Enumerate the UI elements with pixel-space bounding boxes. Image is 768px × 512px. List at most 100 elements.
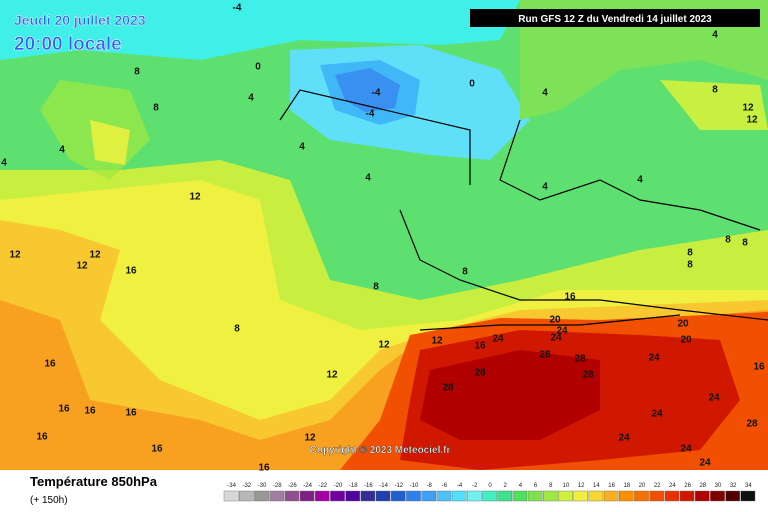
scale-tick-label: -24 <box>303 483 312 489</box>
contour-label: 12 <box>431 336 443 347</box>
scale-tick-label: 4 <box>519 483 523 489</box>
scale-swatch <box>345 490 361 502</box>
scale-tick-label: 8 <box>549 483 553 489</box>
scale-swatch <box>740 490 756 502</box>
scale-swatch <box>603 490 619 502</box>
contour-label: 8 <box>725 235 731 246</box>
scale-swatch <box>391 490 406 502</box>
contour-label: 16 <box>151 444 163 455</box>
contour-label: 0 <box>469 79 475 90</box>
contour-label: -4 <box>366 109 375 120</box>
scale-tick-label: 22 <box>654 483 661 489</box>
scale-tick-label: 26 <box>684 483 691 489</box>
contour-label: 24 <box>618 433 630 444</box>
contour-label: 28 <box>442 383 454 394</box>
scale-tick-label: 12 <box>578 483 585 489</box>
scale-tick-label: 18 <box>623 483 630 489</box>
contour-label: 16 <box>753 362 765 373</box>
scale-swatch <box>436 490 452 502</box>
scale-tick-label: 0 <box>488 483 492 489</box>
contour-label: 8 <box>373 282 379 293</box>
scale-swatch <box>664 490 680 502</box>
scale-swatch <box>330 490 345 502</box>
contour-label: 28 <box>746 419 758 430</box>
scale-tick-label: -28 <box>273 483 282 489</box>
contour-label: 0 <box>255 62 261 73</box>
scale-tick-label: -12 <box>394 483 403 489</box>
scale-swatch <box>299 490 315 502</box>
contour-label: 20 <box>549 315 561 326</box>
contour-label: 24 <box>699 458 711 469</box>
contour-label: 16 <box>125 408 137 419</box>
contour-label: 12 <box>742 103 754 114</box>
scale-swatch <box>679 490 695 502</box>
contour-label: 4 <box>299 142 305 153</box>
contour-label: 4 <box>542 88 548 99</box>
scale-swatch <box>467 490 482 502</box>
contour-label: 20 <box>677 319 689 330</box>
contour-label: 8 <box>687 248 693 259</box>
scale-swatch <box>543 490 558 502</box>
contour-label: 8 <box>462 267 468 278</box>
scale-swatch <box>451 490 467 502</box>
contour-label: 24 <box>492 334 504 345</box>
contour-label: 4 <box>542 182 548 193</box>
scale-tick-label: 14 <box>593 483 600 489</box>
contour-label: 12 <box>746 115 758 126</box>
contour-label: 12 <box>378 340 390 351</box>
contour-label: 28 <box>474 368 486 379</box>
contour-label: 8 <box>153 103 159 114</box>
scale-swatch <box>649 490 664 502</box>
contour-label: -4 <box>372 88 381 99</box>
contour-label: 8 <box>134 67 140 78</box>
scale-tick-label: 2 <box>504 483 508 489</box>
scale-swatch <box>238 490 254 502</box>
scale-tick-label: -26 <box>288 483 297 489</box>
scale-tick-label: 20 <box>639 483 646 489</box>
scale-tick-label: 24 <box>669 483 676 489</box>
footer-subtitle: (+ 150h) <box>30 495 68 506</box>
map-background <box>0 0 768 470</box>
contour-label: 28 <box>539 350 551 361</box>
contour-label: 4 <box>712 30 718 41</box>
contour-label: 24 <box>680 444 692 455</box>
contour-label: 8 <box>687 260 693 271</box>
scale-tick-label: -22 <box>318 483 327 489</box>
scale-swatch <box>482 490 497 502</box>
contour-label: 24 <box>648 353 660 364</box>
scale-swatch <box>558 490 573 502</box>
contour-label: 12 <box>189 192 201 203</box>
scale-swatch <box>375 490 391 502</box>
contour-label: 16 <box>474 341 486 352</box>
run-box <box>470 9 760 27</box>
scale-swatch <box>619 490 634 502</box>
scale-tick-label: -20 <box>334 483 343 489</box>
scale-tick-label: -14 <box>379 483 388 489</box>
contour-label: 8 <box>742 238 748 249</box>
contour-label: 12 <box>304 433 316 444</box>
scale-swatch <box>573 490 588 502</box>
contour-label: 8 <box>234 324 240 335</box>
scale-tick-label: 6 <box>534 483 538 489</box>
scale-tick-label: -16 <box>364 483 373 489</box>
scale-tick-label: -30 <box>258 483 267 489</box>
scale-swatch <box>360 490 376 502</box>
contour-label: 16 <box>58 404 70 415</box>
scale-swatch <box>269 490 285 502</box>
scale-swatch <box>588 490 604 502</box>
scale-swatch <box>695 490 710 502</box>
contour-label: 16 <box>36 432 48 443</box>
contour-label: 16 <box>44 359 56 370</box>
contour-label: 4 <box>365 173 371 184</box>
run-info: Run GFS 12 Z du Vendredi 14 juillet 2023 <box>518 14 712 25</box>
copyright: Copyright © 2023 Meteociel.fr <box>310 445 451 456</box>
contour-label: 16 <box>84 406 96 417</box>
scale-swatch <box>421 490 437 502</box>
scale-swatch <box>254 490 269 502</box>
scale-tick-label: -2 <box>472 483 478 489</box>
contour-label: 8 <box>712 85 718 96</box>
scale-swatch <box>223 490 239 502</box>
scale-tick-label: -18 <box>349 483 358 489</box>
contour-label: 4 <box>637 175 643 186</box>
